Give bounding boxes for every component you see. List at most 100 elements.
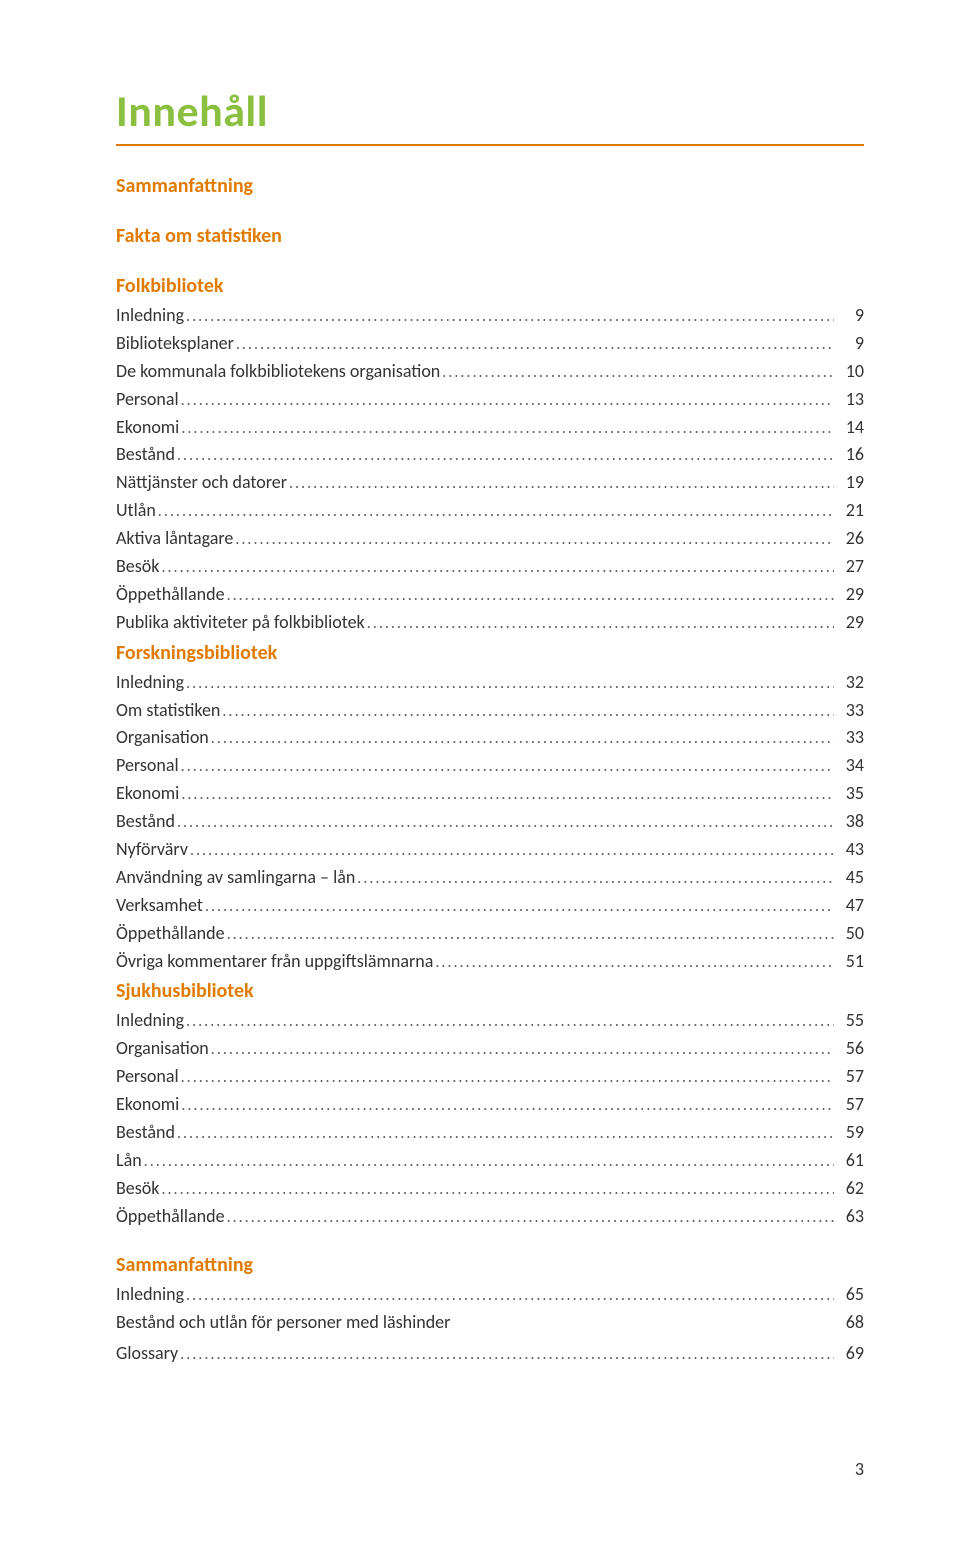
toc-entry-label: Övriga kommentarer från uppgiftslämnarna <box>116 948 433 976</box>
toc-entry-page: 47 <box>836 892 864 920</box>
toc-entry-label: Personal <box>116 752 179 780</box>
toc-entry-label: Om statistiken <box>116 697 220 725</box>
toc-entry: Organisation 33 <box>116 724 864 752</box>
toc-entry-page: 33 <box>836 724 864 752</box>
toc-entry: Aktiva låntagare 26 <box>116 525 864 553</box>
toc-leader-dots <box>235 528 834 553</box>
toc-entry: Användning av samlingarna – lån 45 <box>116 864 864 892</box>
toc-leader-dots <box>222 700 834 725</box>
toc-entry-page: 50 <box>836 920 864 948</box>
toc-entry-page: 21 <box>836 497 864 525</box>
toc-entry: Personal 34 <box>116 752 864 780</box>
toc-page: Innehåll SammanfattningFakta om statisti… <box>0 0 960 1408</box>
toc-entry: Öppethållande 50 <box>116 920 864 948</box>
toc-leader-dots <box>181 389 834 414</box>
toc-leader-dots <box>177 444 834 469</box>
toc-entry-label: Organisation <box>116 724 209 752</box>
toc-entry-page: 29 <box>836 609 864 637</box>
toc-entry: De kommunala folkbibliotekens organisati… <box>116 358 864 386</box>
toc-entry-label: Personal <box>116 386 179 414</box>
toc-leader-dots <box>227 584 834 609</box>
toc-entry-label: Nättjänster och datorer <box>116 469 287 497</box>
toc-leader-dots <box>211 727 834 752</box>
toc-entry-page: 9 <box>836 330 864 358</box>
toc-entry-label: Öppethållande <box>116 581 225 609</box>
toc-entry: Bestånd och utlån för personer med läshi… <box>116 1309 864 1337</box>
toc-leader-dots <box>236 333 834 358</box>
toc-entry-label: Inledning <box>116 669 184 697</box>
toc-entry-page: 51 <box>836 948 864 976</box>
spacer <box>116 202 864 220</box>
page-number: 3 <box>0 1408 960 1480</box>
section-heading: Fakta om statistiken <box>116 224 864 248</box>
toc-entry: Öppethållande 29 <box>116 581 864 609</box>
toc-entry-page: 35 <box>836 780 864 808</box>
toc-entry-label: Besök <box>116 553 159 581</box>
toc-entry: Personal 13 <box>116 386 864 414</box>
toc-entry-page: 32 <box>836 669 864 697</box>
toc-entry: Besök62 <box>116 1175 864 1203</box>
toc-leader-dots <box>442 361 834 386</box>
toc-entry: Ekonomi35 <box>116 780 864 808</box>
toc-leader-dots <box>177 811 834 836</box>
toc-entry-label: Användning av samlingarna – lån <box>116 864 355 892</box>
toc-entry-page: 38 <box>836 808 864 836</box>
toc-leader-dots <box>161 556 834 581</box>
toc-entry-page: 26 <box>836 525 864 553</box>
toc-body: SammanfattningFakta om statistikenFolkbi… <box>116 174 864 1368</box>
toc-entry-page: 9 <box>836 302 864 330</box>
toc-leader-dots <box>186 305 834 330</box>
toc-entry-page: 29 <box>836 581 864 609</box>
toc-entry: Bestånd 59 <box>116 1119 864 1147</box>
section-heading: Forskningsbibliotek <box>116 641 864 665</box>
toc-entry-page: 61 <box>836 1147 864 1175</box>
toc-entry-label: De kommunala folkbibliotekens organisati… <box>116 358 440 386</box>
toc-entry: Bestånd38 <box>116 808 864 836</box>
toc-entry: Glossary69 <box>116 1340 864 1368</box>
toc-leader-dots <box>181 755 834 780</box>
toc-entry-page: 57 <box>836 1091 864 1119</box>
toc-leader-dots <box>435 951 834 976</box>
toc-entry-page: 19 <box>836 469 864 497</box>
toc-entry-label: Besök <box>116 1175 159 1203</box>
toc-entry-label: Bestånd <box>116 1119 175 1147</box>
toc-leader-dots <box>181 1094 834 1119</box>
toc-entry-page: 45 <box>836 864 864 892</box>
toc-leader-dots <box>227 1206 834 1231</box>
section-heading: Sammanfattning <box>116 1253 864 1277</box>
toc-entry-page: 13 <box>836 386 864 414</box>
toc-leader-dots <box>367 612 834 637</box>
toc-entry-label: Ekonomi <box>116 414 179 442</box>
toc-entry-page: 69 <box>836 1340 864 1368</box>
toc-entry-page: 34 <box>836 752 864 780</box>
toc-entry: Ekonomi 14 <box>116 414 864 442</box>
toc-leader-dots <box>190 839 834 864</box>
toc-entry: Inledning55 <box>116 1007 864 1035</box>
toc-entry-page: 63 <box>836 1203 864 1231</box>
toc-leader-dots <box>357 867 834 892</box>
toc-entry-page: 59 <box>836 1119 864 1147</box>
toc-leader-dots <box>181 1066 834 1091</box>
toc-entry-label: Öppethållande <box>116 1203 225 1231</box>
toc-entry-label: Aktiva låntagare <box>116 525 233 553</box>
toc-entry-page: 55 <box>836 1007 864 1035</box>
toc-entry-label: Inledning <box>116 1281 184 1309</box>
toc-entry-label: Ekonomi <box>116 1091 179 1119</box>
toc-entry: Biblioteksplaner 9 <box>116 330 864 358</box>
section-heading: Sjukhusbibliotek <box>116 979 864 1003</box>
toc-leader-dots <box>180 1343 834 1368</box>
toc-entry-label: Utlån <box>116 497 156 525</box>
toc-entry-page: 43 <box>836 836 864 864</box>
toc-entry: Besök27 <box>116 553 864 581</box>
toc-entry-page: 14 <box>836 414 864 442</box>
toc-entry-label: Organisation <box>116 1035 209 1063</box>
toc-entry-page: 65 <box>836 1281 864 1309</box>
toc-entry-label: Öppethållande <box>116 920 225 948</box>
toc-entry-label: Biblioteksplaner <box>116 330 234 358</box>
toc-entry: Verksamhet47 <box>116 892 864 920</box>
toc-leader-dots <box>205 895 834 920</box>
spacer <box>116 252 864 270</box>
toc-entry-label: Lån <box>116 1147 142 1175</box>
toc-entry-label: Inledning <box>116 302 184 330</box>
toc-entry-label: Personal <box>116 1063 179 1091</box>
